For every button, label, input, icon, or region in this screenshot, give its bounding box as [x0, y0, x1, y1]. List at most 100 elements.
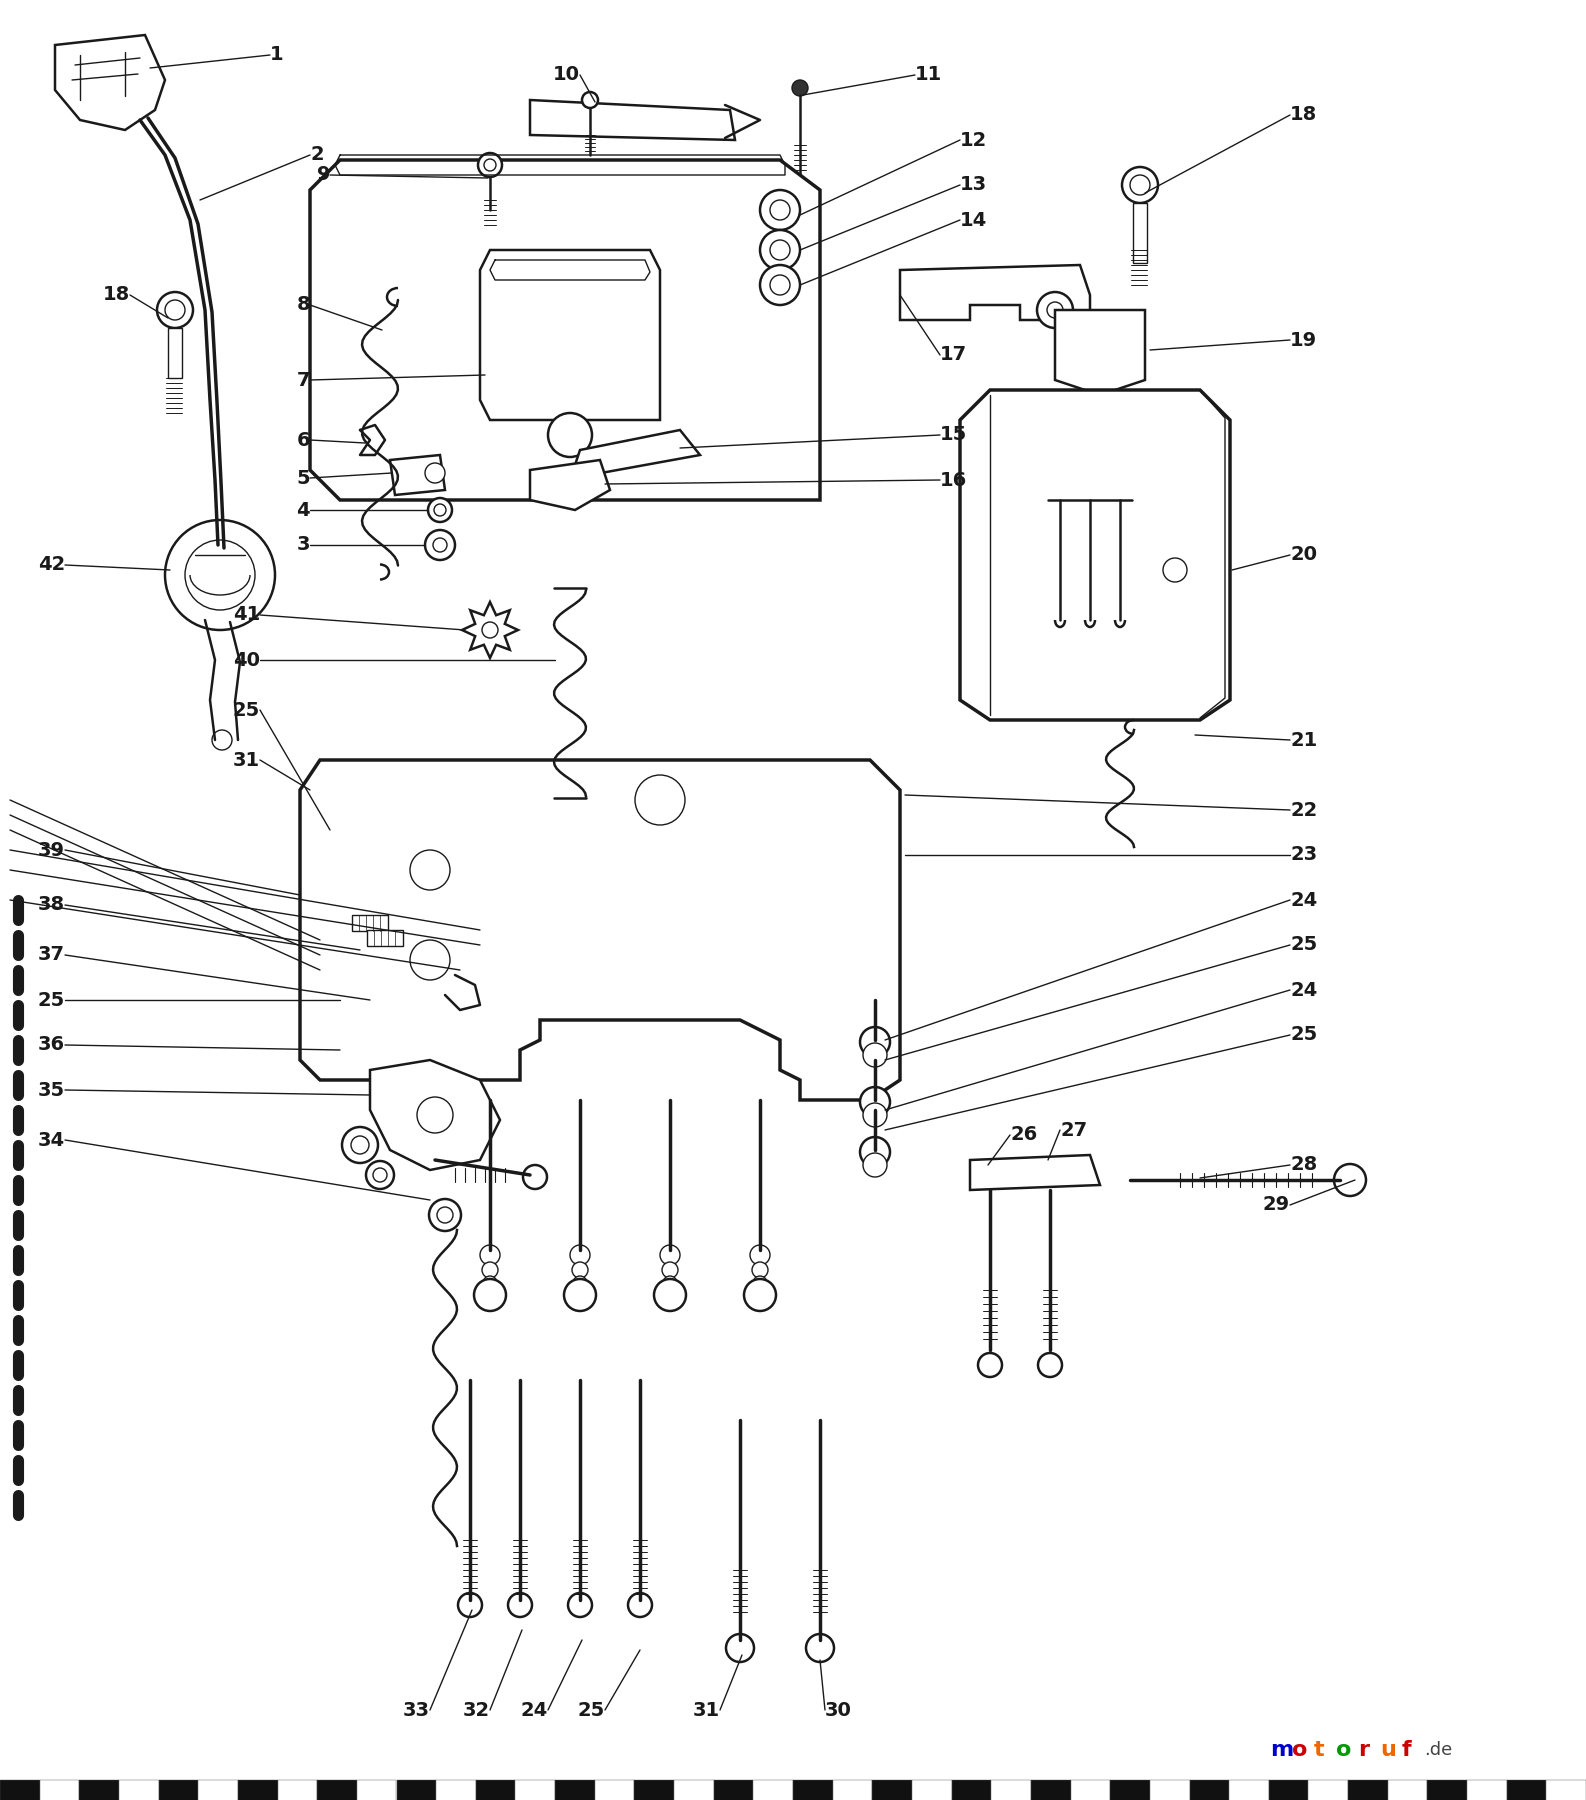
Text: 25: 25 [1289, 936, 1318, 954]
Polygon shape [462, 601, 519, 659]
Bar [0, 1780, 40, 1800]
Text: 25: 25 [233, 700, 260, 720]
Text: 27: 27 [1059, 1120, 1086, 1139]
Circle shape [634, 776, 685, 824]
Circle shape [760, 230, 799, 270]
Bar [634, 1780, 674, 1800]
Bar [1467, 1780, 1507, 1800]
Circle shape [663, 1276, 677, 1291]
Circle shape [428, 499, 452, 522]
Circle shape [165, 520, 274, 630]
Circle shape [508, 1593, 531, 1616]
Text: 33: 33 [403, 1701, 430, 1719]
Polygon shape [960, 391, 1231, 720]
Polygon shape [530, 461, 611, 509]
Circle shape [425, 463, 446, 482]
Text: 30: 30 [825, 1701, 852, 1719]
Circle shape [660, 1246, 680, 1265]
Circle shape [428, 1199, 462, 1231]
Bar [366, 931, 403, 947]
Bar [159, 1780, 198, 1800]
Circle shape [582, 92, 598, 108]
Bar [872, 1780, 912, 1800]
Text: 24: 24 [520, 1701, 549, 1719]
Bar [1388, 1780, 1427, 1800]
Circle shape [438, 1208, 454, 1222]
Text: 18: 18 [1289, 106, 1318, 124]
Bar [595, 1780, 634, 1800]
Bar [952, 1780, 991, 1800]
Bar [278, 1780, 317, 1800]
Text: 4: 4 [297, 500, 309, 520]
Circle shape [565, 1280, 596, 1310]
Circle shape [769, 275, 790, 295]
Bar [476, 1780, 515, 1800]
Circle shape [477, 153, 503, 176]
Circle shape [573, 1262, 588, 1278]
Bar [352, 914, 389, 931]
Circle shape [165, 301, 186, 320]
Circle shape [628, 1593, 652, 1616]
Circle shape [157, 292, 193, 328]
Text: 16: 16 [940, 470, 967, 490]
Text: 22: 22 [1289, 801, 1318, 819]
Circle shape [769, 239, 790, 259]
Text: 24: 24 [1289, 891, 1318, 909]
Bar [1071, 1780, 1110, 1800]
Circle shape [1163, 558, 1186, 581]
Polygon shape [899, 265, 1090, 320]
Text: 23: 23 [1289, 846, 1316, 864]
Bar [1507, 1780, 1546, 1800]
Text: t: t [1313, 1741, 1324, 1760]
Text: 10: 10 [554, 65, 580, 85]
Circle shape [1037, 292, 1074, 328]
Circle shape [433, 538, 447, 553]
Circle shape [484, 1276, 496, 1291]
Text: 2: 2 [309, 146, 324, 164]
Circle shape [1037, 1354, 1063, 1377]
Polygon shape [56, 34, 165, 130]
Circle shape [750, 1246, 769, 1265]
Text: o: o [1335, 1741, 1351, 1760]
Text: 25: 25 [577, 1701, 604, 1719]
Text: .de: .de [1424, 1741, 1453, 1759]
Polygon shape [481, 250, 660, 419]
Text: 1: 1 [270, 45, 284, 65]
Polygon shape [530, 101, 734, 140]
Circle shape [569, 1246, 590, 1265]
Bar [1269, 1780, 1308, 1800]
Circle shape [484, 158, 496, 171]
Circle shape [435, 504, 446, 517]
Bar [317, 1780, 357, 1800]
Text: 34: 34 [38, 1130, 65, 1150]
Text: 25: 25 [1289, 1026, 1318, 1044]
Circle shape [860, 1028, 890, 1057]
Bar [1150, 1780, 1190, 1800]
Text: 11: 11 [915, 65, 942, 85]
Circle shape [482, 1262, 498, 1278]
Text: 39: 39 [38, 841, 65, 860]
Circle shape [863, 1103, 887, 1127]
Text: 6: 6 [297, 430, 309, 450]
Bar [1308, 1780, 1348, 1800]
Circle shape [744, 1280, 776, 1310]
Bar [833, 1780, 872, 1800]
Circle shape [863, 1154, 887, 1177]
Circle shape [653, 1280, 687, 1310]
Bar [40, 1780, 79, 1800]
Bar [1031, 1780, 1071, 1800]
Bar [198, 1780, 238, 1800]
Text: 19: 19 [1289, 331, 1316, 349]
Text: 13: 13 [960, 176, 986, 194]
Circle shape [1334, 1165, 1366, 1195]
Circle shape [411, 940, 450, 979]
Text: 26: 26 [1010, 1125, 1037, 1145]
Text: 24: 24 [1289, 981, 1318, 999]
Circle shape [760, 265, 799, 304]
Bar [119, 1780, 159, 1800]
Circle shape [482, 623, 498, 637]
Circle shape [186, 540, 255, 610]
Polygon shape [390, 455, 446, 495]
Circle shape [417, 1096, 454, 1132]
Circle shape [860, 1087, 890, 1118]
